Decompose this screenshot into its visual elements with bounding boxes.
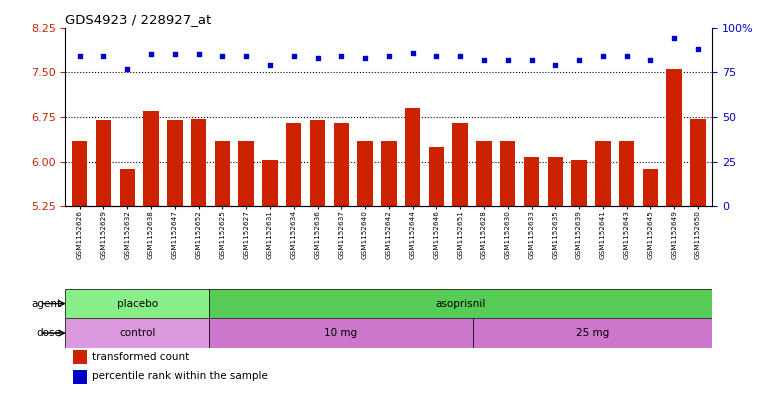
Text: percentile rank within the sample: percentile rank within the sample: [92, 371, 268, 382]
Text: GDS4923 / 228927_at: GDS4923 / 228927_at: [65, 13, 212, 26]
Bar: [209, 318, 473, 348]
Point: [501, 57, 514, 63]
Point: [145, 51, 157, 57]
Point: [359, 55, 371, 61]
Point: [621, 53, 633, 59]
Bar: [143, 111, 159, 206]
Bar: [690, 119, 706, 206]
Text: asoprisnil: asoprisnil: [436, 299, 486, 309]
Bar: [619, 141, 634, 206]
Point: [169, 51, 181, 57]
Bar: [286, 123, 302, 206]
Text: transformed count: transformed count: [92, 352, 189, 362]
Point: [192, 51, 205, 57]
Point: [454, 53, 467, 59]
Point: [311, 55, 323, 61]
Bar: [473, 318, 712, 348]
Point: [691, 46, 704, 52]
Point: [573, 57, 585, 63]
Bar: [571, 160, 587, 206]
Bar: [119, 169, 135, 206]
Text: 25 mg: 25 mg: [576, 328, 609, 338]
Bar: [167, 120, 182, 206]
Bar: [429, 147, 444, 206]
Point: [97, 53, 109, 59]
Bar: [595, 141, 611, 206]
Point: [430, 53, 443, 59]
Point: [525, 57, 537, 63]
Bar: [500, 141, 515, 206]
Bar: [73, 370, 87, 384]
Text: control: control: [119, 328, 156, 338]
Bar: [381, 141, 397, 206]
Text: 10 mg: 10 mg: [324, 328, 357, 338]
Point: [240, 53, 253, 59]
Bar: [65, 289, 209, 318]
Bar: [73, 350, 87, 364]
Point: [597, 53, 609, 59]
Bar: [215, 141, 230, 206]
Bar: [239, 141, 254, 206]
Bar: [357, 141, 373, 206]
Point: [121, 66, 133, 72]
Text: agent: agent: [32, 299, 62, 309]
Point: [264, 62, 276, 68]
Point: [478, 57, 490, 63]
Bar: [333, 123, 349, 206]
Bar: [191, 119, 206, 206]
Bar: [667, 69, 682, 206]
Bar: [263, 160, 278, 206]
Point: [668, 35, 681, 41]
Point: [74, 53, 86, 59]
Point: [407, 50, 419, 56]
Bar: [453, 123, 468, 206]
Bar: [65, 318, 209, 348]
Text: placebo: placebo: [117, 299, 158, 309]
Bar: [72, 141, 88, 206]
Point: [383, 53, 395, 59]
Point: [216, 53, 229, 59]
Point: [287, 53, 300, 59]
Bar: [405, 108, 420, 206]
Point: [549, 62, 561, 68]
Bar: [95, 120, 111, 206]
Bar: [524, 158, 539, 206]
Bar: [310, 120, 325, 206]
Bar: [209, 289, 712, 318]
Text: dose: dose: [37, 328, 62, 338]
Point: [644, 57, 657, 63]
Bar: [476, 141, 492, 206]
Bar: [547, 158, 563, 206]
Bar: [643, 169, 658, 206]
Point: [335, 53, 347, 59]
